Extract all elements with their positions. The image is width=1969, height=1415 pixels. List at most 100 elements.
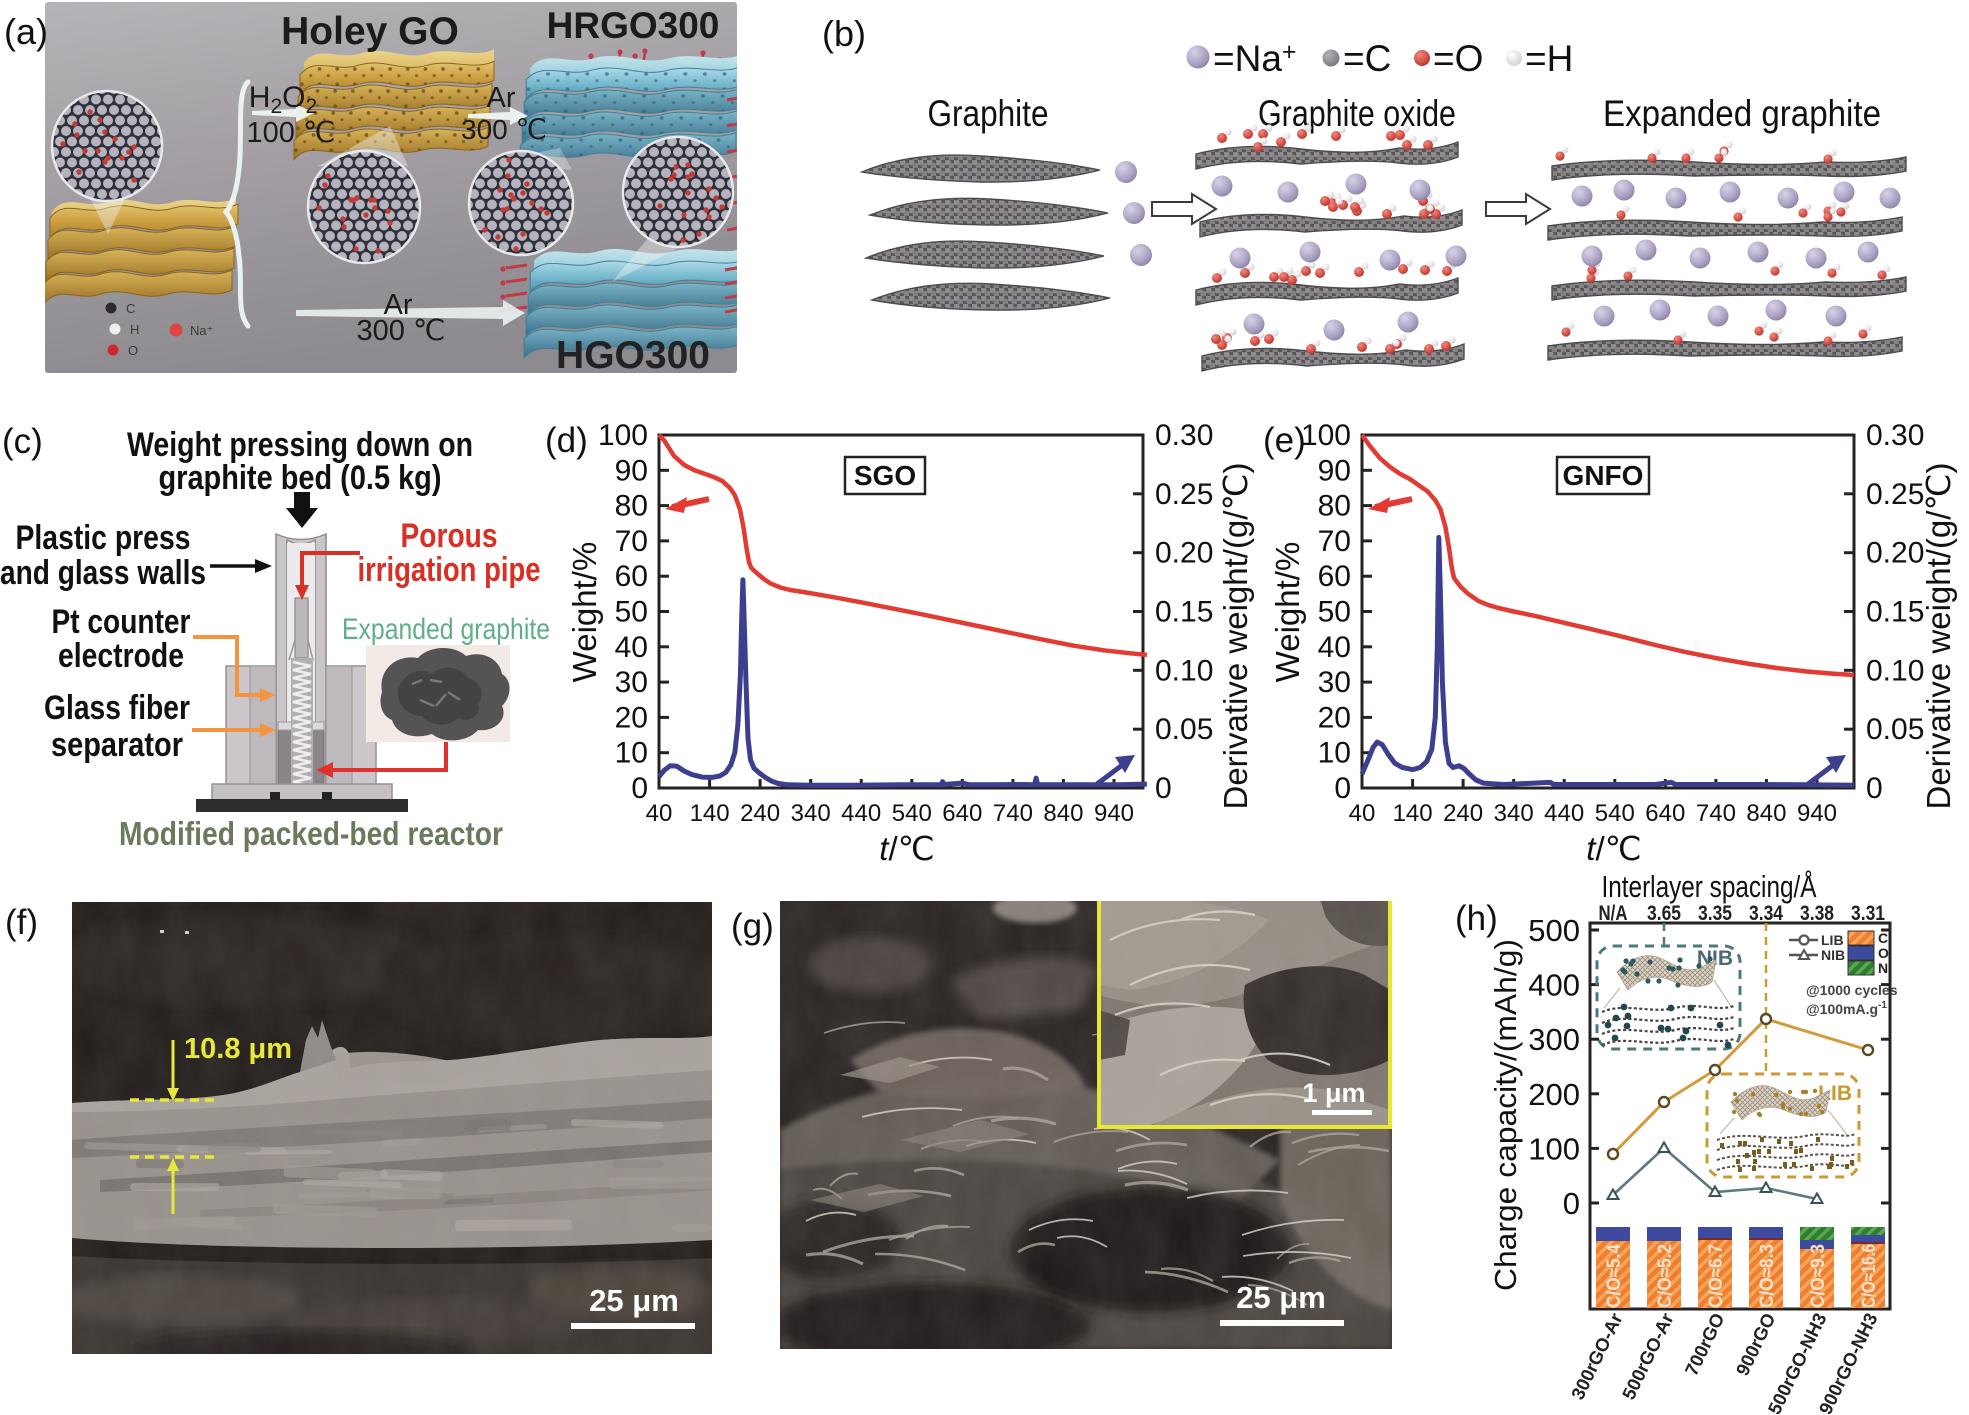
svg-text:t/℃: t/℃ (1586, 830, 1641, 867)
svg-text:340: 340 (791, 800, 831, 827)
svg-text:C: C (126, 301, 135, 316)
svg-text:(d): (d) (545, 421, 588, 460)
svg-text:Charge capacity/(mAh/g): Charge capacity/(mAh/g) (1488, 939, 1523, 1291)
svg-text:100: 100 (1528, 1131, 1580, 1166)
svg-text:(f): (f) (5, 903, 38, 942)
svg-text:Holey GO: Holey GO (281, 10, 459, 53)
svg-text:200: 200 (1528, 1077, 1580, 1112)
svg-text:0.20: 0.20 (1155, 537, 1213, 570)
svg-text:Graphite: Graphite (928, 93, 1049, 134)
svg-text:(h): (h) (1455, 899, 1498, 938)
svg-text:0.30: 0.30 (1155, 419, 1213, 452)
svg-text:=H: =H (1525, 38, 1573, 79)
svg-text:GNFO: GNFO (1563, 460, 1644, 491)
svg-text:0.25: 0.25 (1155, 478, 1213, 511)
svg-text:740: 740 (1696, 800, 1736, 827)
svg-text:300rGO-Ar: 300rGO-Ar (1567, 1310, 1627, 1403)
svg-text:Pt counter: Pt counter (52, 603, 191, 641)
svg-text:N/A: N/A (1599, 902, 1628, 925)
svg-text:C: C (1878, 930, 1888, 946)
svg-text:Ar: Ar (487, 82, 516, 114)
svg-text:O: O (1878, 945, 1889, 961)
svg-text:840: 840 (1043, 800, 1083, 827)
svg-text:Plastic press: Plastic press (16, 519, 191, 557)
svg-text:940: 940 (1094, 800, 1134, 827)
svg-text:440: 440 (841, 800, 881, 827)
svg-text:40: 40 (646, 800, 673, 827)
svg-text:640: 640 (1645, 800, 1685, 827)
svg-text:540: 540 (892, 800, 932, 827)
svg-text:100: 100 (598, 419, 648, 452)
svg-text:70: 70 (615, 525, 648, 558)
svg-text:Modified packed-bed reactor: Modified packed-bed reactor (119, 815, 503, 852)
svg-text:240: 240 (1443, 800, 1483, 827)
svg-text:0.15: 0.15 (1866, 596, 1924, 629)
svg-text:(b): (b) (822, 13, 866, 54)
svg-text:0.25: 0.25 (1866, 478, 1924, 511)
svg-text:0.05: 0.05 (1155, 713, 1213, 746)
svg-text:300 ℃: 300 ℃ (356, 315, 445, 347)
svg-text:3.38: 3.38 (1800, 902, 1834, 925)
svg-text:C/O≈6.7: C/O≈6.7 (1705, 1244, 1727, 1308)
svg-text:electrode: electrode (58, 637, 184, 675)
svg-text:70: 70 (1318, 525, 1351, 558)
svg-text:80: 80 (615, 490, 648, 523)
svg-text:NIB: NIB (1697, 947, 1733, 970)
svg-text:500: 500 (1528, 913, 1580, 948)
svg-text:0.20: 0.20 (1866, 537, 1924, 570)
svg-text:Expanded graphite: Expanded graphite (342, 613, 550, 646)
svg-text:30: 30 (615, 666, 648, 699)
svg-text:10: 10 (615, 737, 648, 770)
svg-text:=Na+: =Na+ (1213, 38, 1297, 79)
svg-text:C/O≈8.3: C/O≈8.3 (1756, 1244, 1778, 1308)
svg-text:LIB: LIB (1821, 932, 1844, 948)
svg-text:30: 30 (1318, 666, 1351, 699)
svg-text:10: 10 (1318, 737, 1351, 770)
svg-text:0.15: 0.15 (1155, 596, 1213, 629)
svg-text:Weight/%: Weight/% (566, 542, 603, 683)
svg-text:C/O≈5.2: C/O≈5.2 (1654, 1244, 1676, 1308)
svg-text:25 μm: 25 μm (1236, 1280, 1326, 1315)
svg-text:90: 90 (615, 454, 648, 487)
svg-text:irrigation pipe: irrigation pipe (358, 551, 541, 589)
svg-text:@100mA.g-1: @100mA.g-1 (1806, 1000, 1887, 1017)
svg-text:100 ℃: 100 ℃ (246, 117, 335, 149)
svg-text:Glass fiber: Glass fiber (44, 689, 190, 727)
svg-text:0: 0 (1563, 1186, 1580, 1221)
svg-text:240: 240 (740, 800, 780, 827)
svg-text:40: 40 (615, 631, 648, 664)
svg-text:940: 940 (1797, 800, 1837, 827)
svg-text:Derivative weight/(g/℃): Derivative weight/(g/℃) (1920, 463, 1957, 810)
svg-text:0.10: 0.10 (1866, 654, 1924, 687)
svg-text:20: 20 (1318, 701, 1351, 734)
svg-text:90: 90 (1318, 454, 1351, 487)
svg-text:340: 340 (1494, 800, 1534, 827)
svg-text:900rGO: 900rGO (1731, 1310, 1779, 1379)
svg-text:Porous: Porous (401, 517, 498, 555)
svg-text:0.10: 0.10 (1155, 654, 1213, 687)
svg-text:and glass walls: and glass walls (0, 554, 206, 592)
svg-text:700rGO: 700rGO (1680, 1310, 1728, 1379)
svg-text:Interlayer spacing/Å: Interlayer spacing/Å (1602, 869, 1817, 904)
svg-text:300: 300 (1528, 1022, 1580, 1057)
svg-text:Ar: Ar (384, 289, 413, 321)
svg-text:640: 640 (942, 800, 982, 827)
svg-text:graphite bed (0.5 kg): graphite bed (0.5 kg) (159, 459, 442, 497)
svg-text:Weight/%: Weight/% (1269, 542, 1306, 683)
svg-text:0: 0 (1334, 772, 1351, 805)
svg-text:0: 0 (631, 772, 648, 805)
svg-text:740: 740 (993, 800, 1033, 827)
svg-text:NIB: NIB (1821, 947, 1845, 963)
svg-text:t/℃: t/℃ (879, 830, 934, 867)
svg-text:40: 40 (1349, 800, 1376, 827)
svg-text:50: 50 (615, 596, 648, 629)
svg-text:0: 0 (1866, 772, 1883, 805)
svg-text:H: H (130, 322, 139, 337)
svg-text:10.8 μm: 10.8 μm (184, 1033, 292, 1065)
svg-text:840: 840 (1746, 800, 1786, 827)
svg-text:540: 540 (1595, 800, 1635, 827)
svg-text:440: 440 (1544, 800, 1584, 827)
svg-text:C/O≈16.6: C/O≈16.6 (1858, 1244, 1880, 1308)
svg-text:0.30: 0.30 (1866, 419, 1924, 452)
svg-text:Expanded graphite: Expanded graphite (1603, 93, 1881, 134)
